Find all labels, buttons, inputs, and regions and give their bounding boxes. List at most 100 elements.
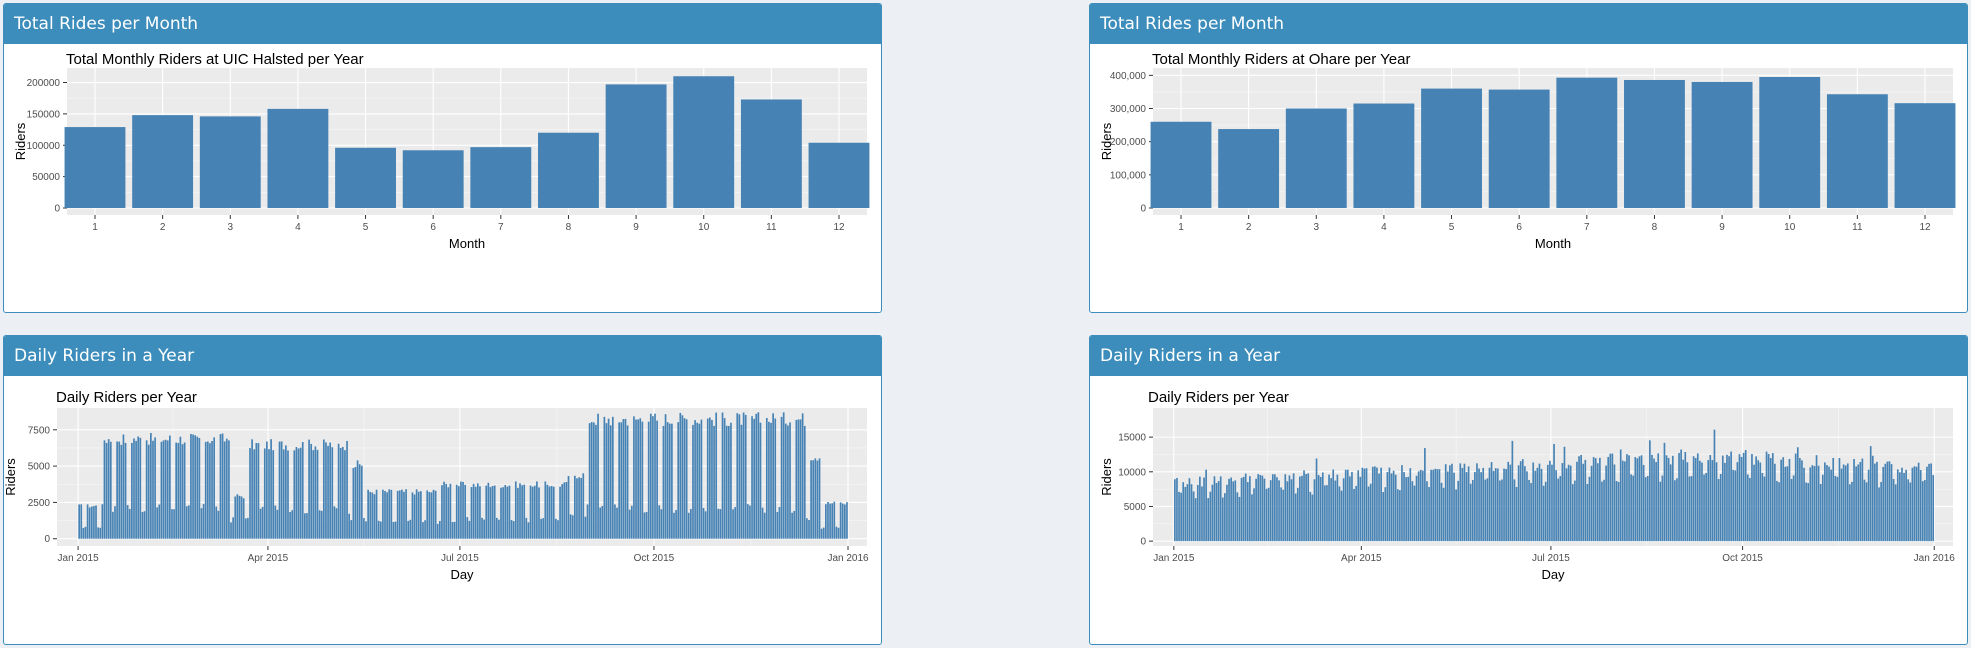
daily-bar [451, 522, 454, 539]
daily-bar [1769, 458, 1772, 542]
panel-header: Total Rides per Month [4, 4, 881, 44]
daily-bar [304, 513, 306, 539]
daily-bar [740, 424, 743, 539]
daily-bar [721, 412, 724, 539]
daily-bar [371, 492, 374, 539]
daily-bar [791, 512, 793, 539]
daily-bar [249, 448, 251, 539]
y-tick-label: 100,000 [1110, 170, 1147, 181]
daily-bar [1326, 485, 1328, 542]
daily-bar [1355, 485, 1357, 542]
daily-bar [1205, 469, 1207, 542]
daily-bar [1699, 460, 1701, 542]
daily-bar [344, 450, 346, 539]
daily-bar [272, 450, 275, 539]
daily-bar [1686, 462, 1689, 542]
daily-bar [204, 441, 207, 539]
daily-bar [217, 510, 220, 539]
daily-bar [1444, 464, 1447, 542]
daily-bar [1230, 477, 1232, 542]
daily-bar [88, 507, 91, 539]
daily-bar [202, 503, 205, 539]
daily-bar [1569, 465, 1572, 542]
x-tick-label: Jul 2015 [1532, 553, 1570, 564]
daily-bar [183, 442, 186, 539]
daily-bar [1553, 444, 1555, 542]
daily-bar [1255, 478, 1257, 542]
daily-bar [1213, 476, 1216, 542]
chart-uic-daily: Daily Riders per Year 0 2500 5000 7500 Day Rid… [4, 376, 881, 644]
daily-bar [1580, 455, 1582, 542]
daily-bar [1503, 468, 1505, 542]
daily-bar [1359, 476, 1362, 542]
daily-bar [329, 442, 332, 539]
daily-bar [1286, 481, 1289, 542]
daily-bar [325, 442, 327, 539]
bar-month-4 [1353, 103, 1415, 208]
daily-bar [225, 438, 228, 539]
daily-bar [1915, 466, 1918, 542]
daily-bar [1807, 483, 1810, 542]
daily-bar [434, 490, 437, 539]
daily-bar [369, 491, 372, 539]
daily-bar [841, 503, 844, 539]
daily-bar [1274, 474, 1276, 542]
x-tick-label: 3 [227, 222, 233, 233]
daily-bar [1669, 464, 1672, 542]
daily-bar [696, 422, 699, 539]
daily-bar [715, 412, 718, 539]
uic-monthly-bar-chart: Total Monthly Riders at UIC Halsted per … [13, 51, 870, 251]
daily-bar [441, 485, 443, 539]
bar-month-8 [538, 132, 599, 208]
daily-bar [318, 510, 321, 539]
daily-bar [105, 442, 108, 539]
daily-bar [700, 419, 703, 539]
daily-bar [485, 485, 488, 539]
daily-bar [354, 466, 357, 539]
daily-bar [559, 486, 561, 539]
daily-bar [221, 433, 224, 539]
daily-bar [1565, 468, 1568, 542]
daily-bar [508, 485, 511, 539]
daily-bar [569, 514, 572, 539]
daily-bar [563, 482, 566, 539]
daily-bar [1676, 478, 1678, 542]
y-tick-label: 150000 [27, 109, 61, 120]
daily-bar [156, 507, 159, 539]
daily-bar [1919, 470, 1922, 542]
daily-bar [1499, 480, 1501, 542]
daily-bar [487, 482, 490, 539]
daily-bar [1338, 486, 1341, 542]
daily-bar [820, 528, 823, 539]
daily-bar [1876, 461, 1878, 542]
daily-bar [1301, 475, 1303, 542]
daily-bar [1267, 487, 1270, 542]
daily-bar [84, 526, 87, 539]
daily-bar [101, 504, 104, 539]
daily-bar [1419, 469, 1422, 542]
daily-bar [445, 483, 448, 539]
daily-bar [274, 505, 277, 539]
daily-bar [460, 481, 462, 539]
daily-bar [702, 508, 705, 539]
daily-bar [382, 489, 384, 539]
daily-bar [1642, 464, 1645, 542]
daily-bar [814, 458, 817, 539]
daily-bar [1249, 476, 1251, 542]
daily-bar [1453, 472, 1455, 542]
daily-bar [1534, 470, 1537, 542]
daily-bar [576, 478, 578, 539]
daily-bar [787, 425, 789, 539]
panel-header: Daily Riders in a Year [4, 336, 881, 376]
daily-bar [474, 486, 477, 539]
daily-bar [1211, 484, 1214, 542]
daily-bar [614, 504, 616, 539]
daily-bar [341, 446, 344, 539]
daily-bar [331, 447, 334, 539]
daily-bar [590, 422, 593, 539]
daily-bar [464, 484, 467, 539]
chart-ohare-monthly: Total Monthly Riders at Ohare per Year 0 1… [1090, 44, 1967, 312]
daily-bar [1332, 469, 1335, 542]
daily-bar [139, 437, 142, 539]
daily-bar [215, 506, 218, 539]
